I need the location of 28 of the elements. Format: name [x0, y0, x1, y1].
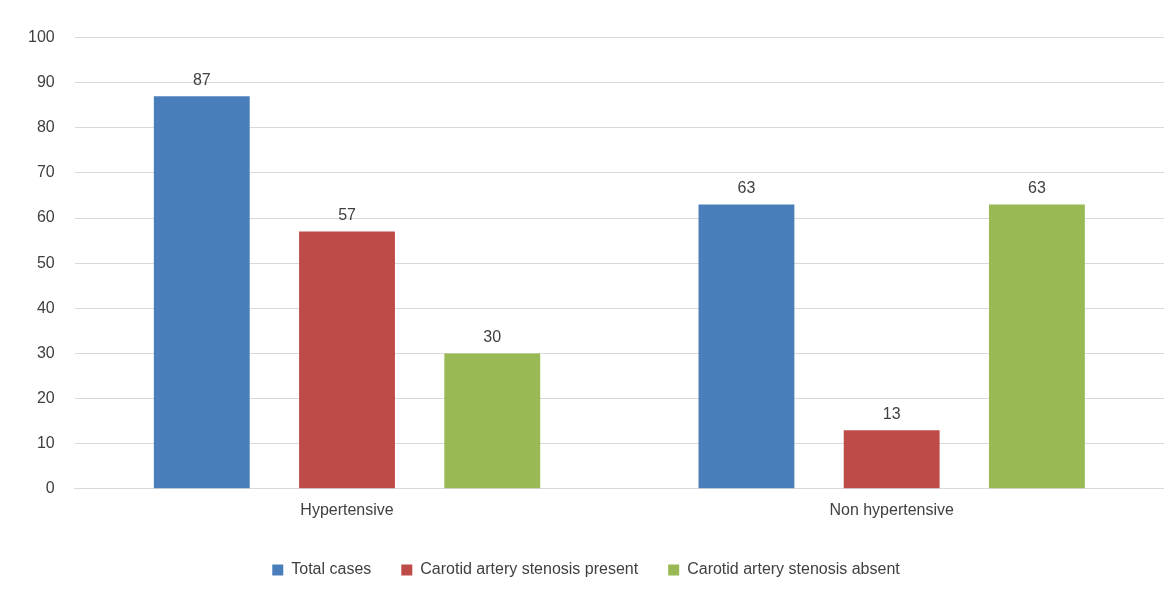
y-tick-label: 90: [36, 73, 55, 91]
x-tick-label: Hypertensive: [300, 500, 394, 518]
y-tick-label: 60: [36, 208, 55, 226]
y-tick-label: 80: [36, 118, 55, 136]
bar: [988, 204, 1085, 489]
y-tick-label: 20: [36, 388, 55, 406]
legend-label: Carotid artery stenosis present: [420, 560, 639, 578]
y-tick-label: 100: [27, 28, 55, 46]
data-label: 63: [1028, 178, 1046, 196]
data-label: 63: [737, 178, 756, 196]
y-tick-label: 10: [36, 434, 55, 452]
y-tick-label: 30: [36, 343, 55, 361]
bar: [444, 353, 541, 489]
data-label: 57: [338, 206, 357, 224]
bar: [698, 204, 795, 489]
y-tick-label: 40: [36, 298, 55, 316]
y-tick-label: 70: [36, 163, 55, 181]
bar: [153, 96, 250, 489]
data-label: 30: [483, 327, 502, 345]
bar: [843, 430, 940, 489]
y-tick-label: 0: [45, 479, 55, 497]
data-label: 87: [192, 70, 211, 88]
data-label: 13: [882, 404, 901, 422]
y-tick-label: 50: [36, 253, 55, 271]
x-tick-label: Non hypertensive: [829, 500, 955, 518]
legend-label: Total cases: [291, 560, 372, 578]
bar: [299, 231, 395, 489]
legend-label: Carotid artery stenosis absent: [687, 560, 901, 578]
